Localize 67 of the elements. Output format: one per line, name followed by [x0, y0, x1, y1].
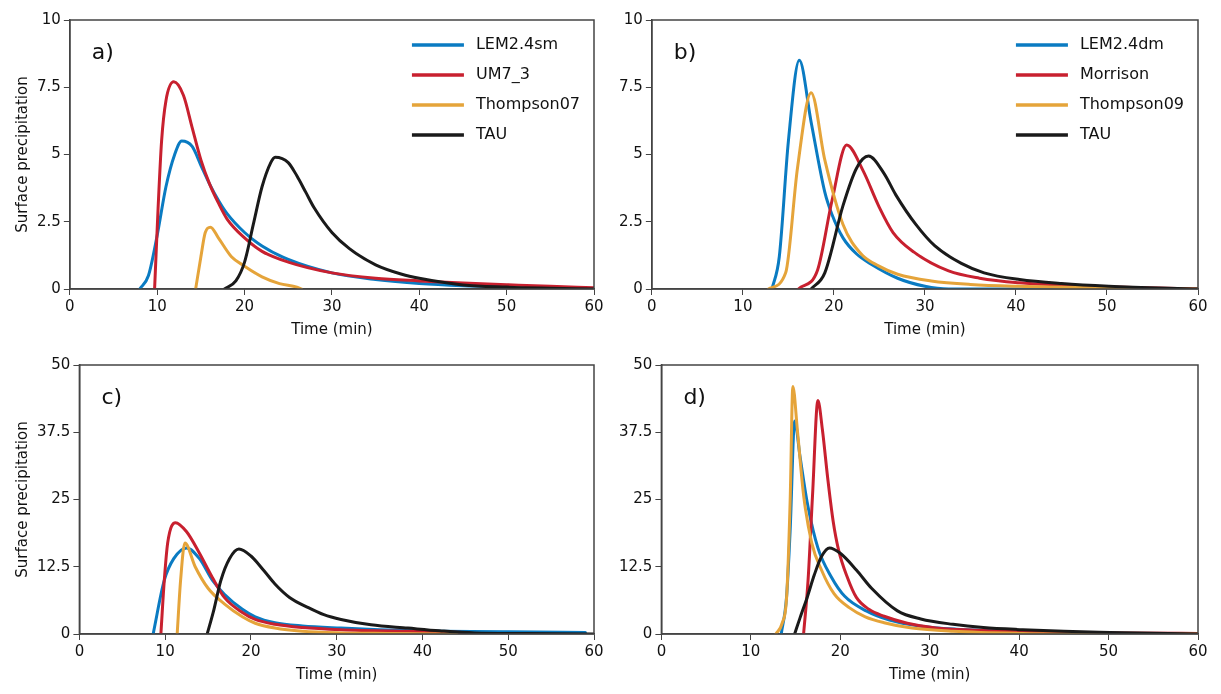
legend-label: Morrison: [1079, 64, 1150, 84]
y-tick-label: 37.5: [618, 422, 653, 441]
legend-label: TAU: [474, 124, 508, 144]
x-tick-label: 50: [1099, 641, 1119, 660]
x-tick-label: 10: [155, 641, 175, 660]
x-tick-label: 60: [584, 296, 604, 315]
text: a): [91, 38, 114, 64]
x-tick-label: 20: [830, 641, 850, 660]
y-tick-label: 7.5: [37, 77, 61, 96]
x-tick-label: 30: [327, 641, 347, 660]
y-axis-title: Surface precipitation: [12, 76, 31, 233]
x-axis-title: Time (min): [294, 664, 378, 683]
x-tick-label: 40: [1006, 296, 1026, 315]
legend-label: UM7_3: [475, 64, 530, 85]
y-tick-label: 5: [633, 144, 643, 163]
y-tick-label: 25: [51, 489, 71, 508]
y-axis-title: Surface precipitation: [12, 421, 31, 578]
x-tick-label: 40: [412, 641, 433, 660]
y-tick-label: 0: [642, 623, 653, 642]
legend-label: Thompson07: [474, 94, 581, 114]
y-tick-label: 5: [51, 144, 61, 163]
x-axis-title: Time (min): [883, 319, 966, 338]
y-tick-label: 50: [633, 354, 653, 373]
x-tick-label: 50: [1097, 296, 1117, 315]
legend-label: TAU: [1078, 124, 1112, 144]
x-tick-label: 0: [656, 641, 667, 660]
x-tick-label: 20: [235, 296, 255, 315]
x-tick-label: 30: [322, 296, 342, 315]
y-tick-label: 0: [51, 278, 61, 297]
y-tick-label: 2.5: [37, 211, 61, 230]
x-tick-label: 10: [741, 641, 761, 660]
x-tick-label: 50: [498, 641, 518, 660]
text: d): [683, 383, 706, 409]
y-tick-label: 50: [51, 354, 71, 373]
y-tick-label: 7.5: [619, 77, 643, 96]
y-tick-label: 2.5: [619, 211, 643, 230]
legend-label: LEM2.4dm: [1079, 34, 1164, 54]
y-tick-label: 12.5: [618, 556, 653, 575]
y-tick-label: 37.5: [36, 422, 71, 441]
legend-label: Thompson09: [1078, 94, 1185, 114]
x-tick-label: 40: [1009, 641, 1029, 660]
x-tick-label: 10: [733, 296, 753, 315]
y-tick-label: 12.5: [36, 556, 71, 575]
legend-label: LEM2.4sm: [475, 34, 559, 54]
x-tick-label: 60: [1188, 296, 1208, 315]
y-tick-label: 10: [623, 9, 643, 28]
x-tick-label: 30: [915, 296, 935, 315]
line-series: [194, 225, 303, 289]
text: c): [101, 383, 123, 409]
x-tick-label: 30: [920, 641, 940, 660]
x-tick-label: 0: [74, 641, 85, 660]
y-tick-label: 0: [60, 623, 71, 642]
y-tick-label: 0: [633, 278, 643, 297]
x-tick-label: 20: [241, 641, 261, 660]
x-tick-label: 10: [147, 296, 167, 315]
x-axis-title: Time (min): [290, 319, 373, 338]
x-tick-label: 20: [824, 296, 844, 315]
line-series: [222, 155, 594, 289]
x-tick-label: 60: [584, 641, 604, 660]
x-axis-title: Time (min): [887, 664, 971, 683]
line-series: [793, 546, 1198, 634]
y-tick-label: 25: [633, 489, 653, 508]
x-tick-label: 60: [1188, 641, 1208, 660]
x-tick-label: 50: [497, 296, 517, 315]
y-tick-label: 10: [41, 9, 61, 28]
text: b): [673, 38, 697, 64]
x-tick-label: 40: [409, 296, 429, 315]
